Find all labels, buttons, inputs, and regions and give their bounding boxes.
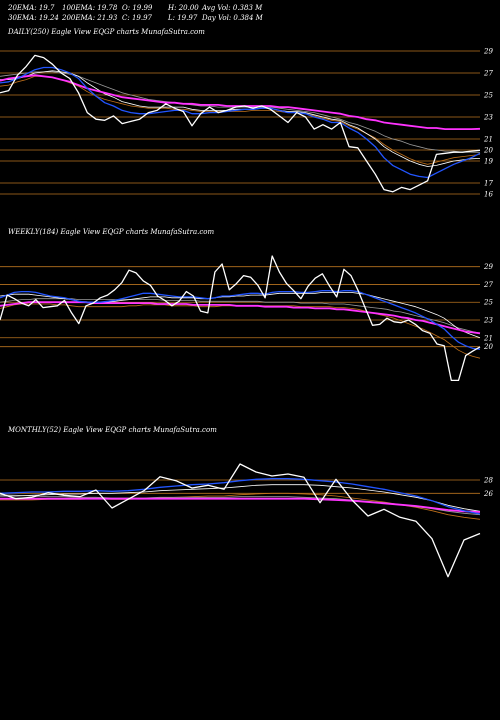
monthly-series-200ema [0,497,481,513]
weekly-series-20ema [0,290,481,350]
daily-y-tick-label: 19 [484,158,493,166]
daily-y-tick-label: 17 [484,180,493,188]
monthly-series-price [0,463,481,578]
daily-y-tick-label: 21 [483,136,493,144]
hdr-ema20: 20EMA: 19.7 [8,4,55,12]
daily-y-tick-label: 29 [483,48,493,56]
daily-y-tick-label: 23 [483,114,493,122]
monthly-y-tick-label: 28 [483,477,493,485]
weekly-y-tick-label: 23 [483,317,493,325]
weekly-y-tick-label: 20 [483,343,493,351]
weekly-series-orange [0,303,481,359]
daily-series-price [0,54,481,193]
daily-y-tick-label: 20 [483,147,493,155]
weekly-series-price [0,255,481,382]
weekly-series-200ema [0,301,481,335]
weekly-y-tick-label: 25 [483,299,493,307]
daily-y-tick-label: 27 [483,70,493,78]
hdr-day-vol: Day Vol: 0.384 M [202,14,263,22]
weekly-series-100ema [0,298,481,334]
weekly-chart-label: WEEKLY(184) Eagle View EQGP charts Munaf… [8,228,215,236]
monthly-series-30ema [0,484,481,512]
hdr-ema200: 200EMA: 21.93 [62,14,118,22]
daily-y-tick-label: 16 [484,191,493,199]
weekly-y-tick-label: 27 [483,281,493,289]
monthly-chart-label: MONTHLY(52) Eagle View EQGP charts Munaf… [8,426,217,434]
daily-series-30ema [0,70,481,167]
daily-series-orange [0,75,481,165]
hdr-ema100: 100EMA: 19.78 [62,4,118,12]
daily-series-20ema [0,66,481,179]
daily-y-tick-label: 25 [483,92,493,100]
weekly-y-tick-label: 21 [483,334,493,342]
monthly-series-20ema [0,478,481,515]
weekly-y-tick-label: 29 [483,263,493,271]
monthly-y-tick-label: 26 [483,490,493,498]
hdr-open: O: 19.99 [122,4,153,12]
hdr-low: L: 19.97 [168,14,198,22]
hdr-avg-vol: Avg Vol: 0.383 M [202,4,263,12]
hdr-high: H: 20.00 [168,4,199,12]
hdr-close: C: 19.97 [122,14,152,22]
hdr-ema30: 30EMA: 19.24 [8,14,59,22]
daily-chart-label: DAILY(250) Eagle View EQGP charts Munafa… [8,28,205,36]
